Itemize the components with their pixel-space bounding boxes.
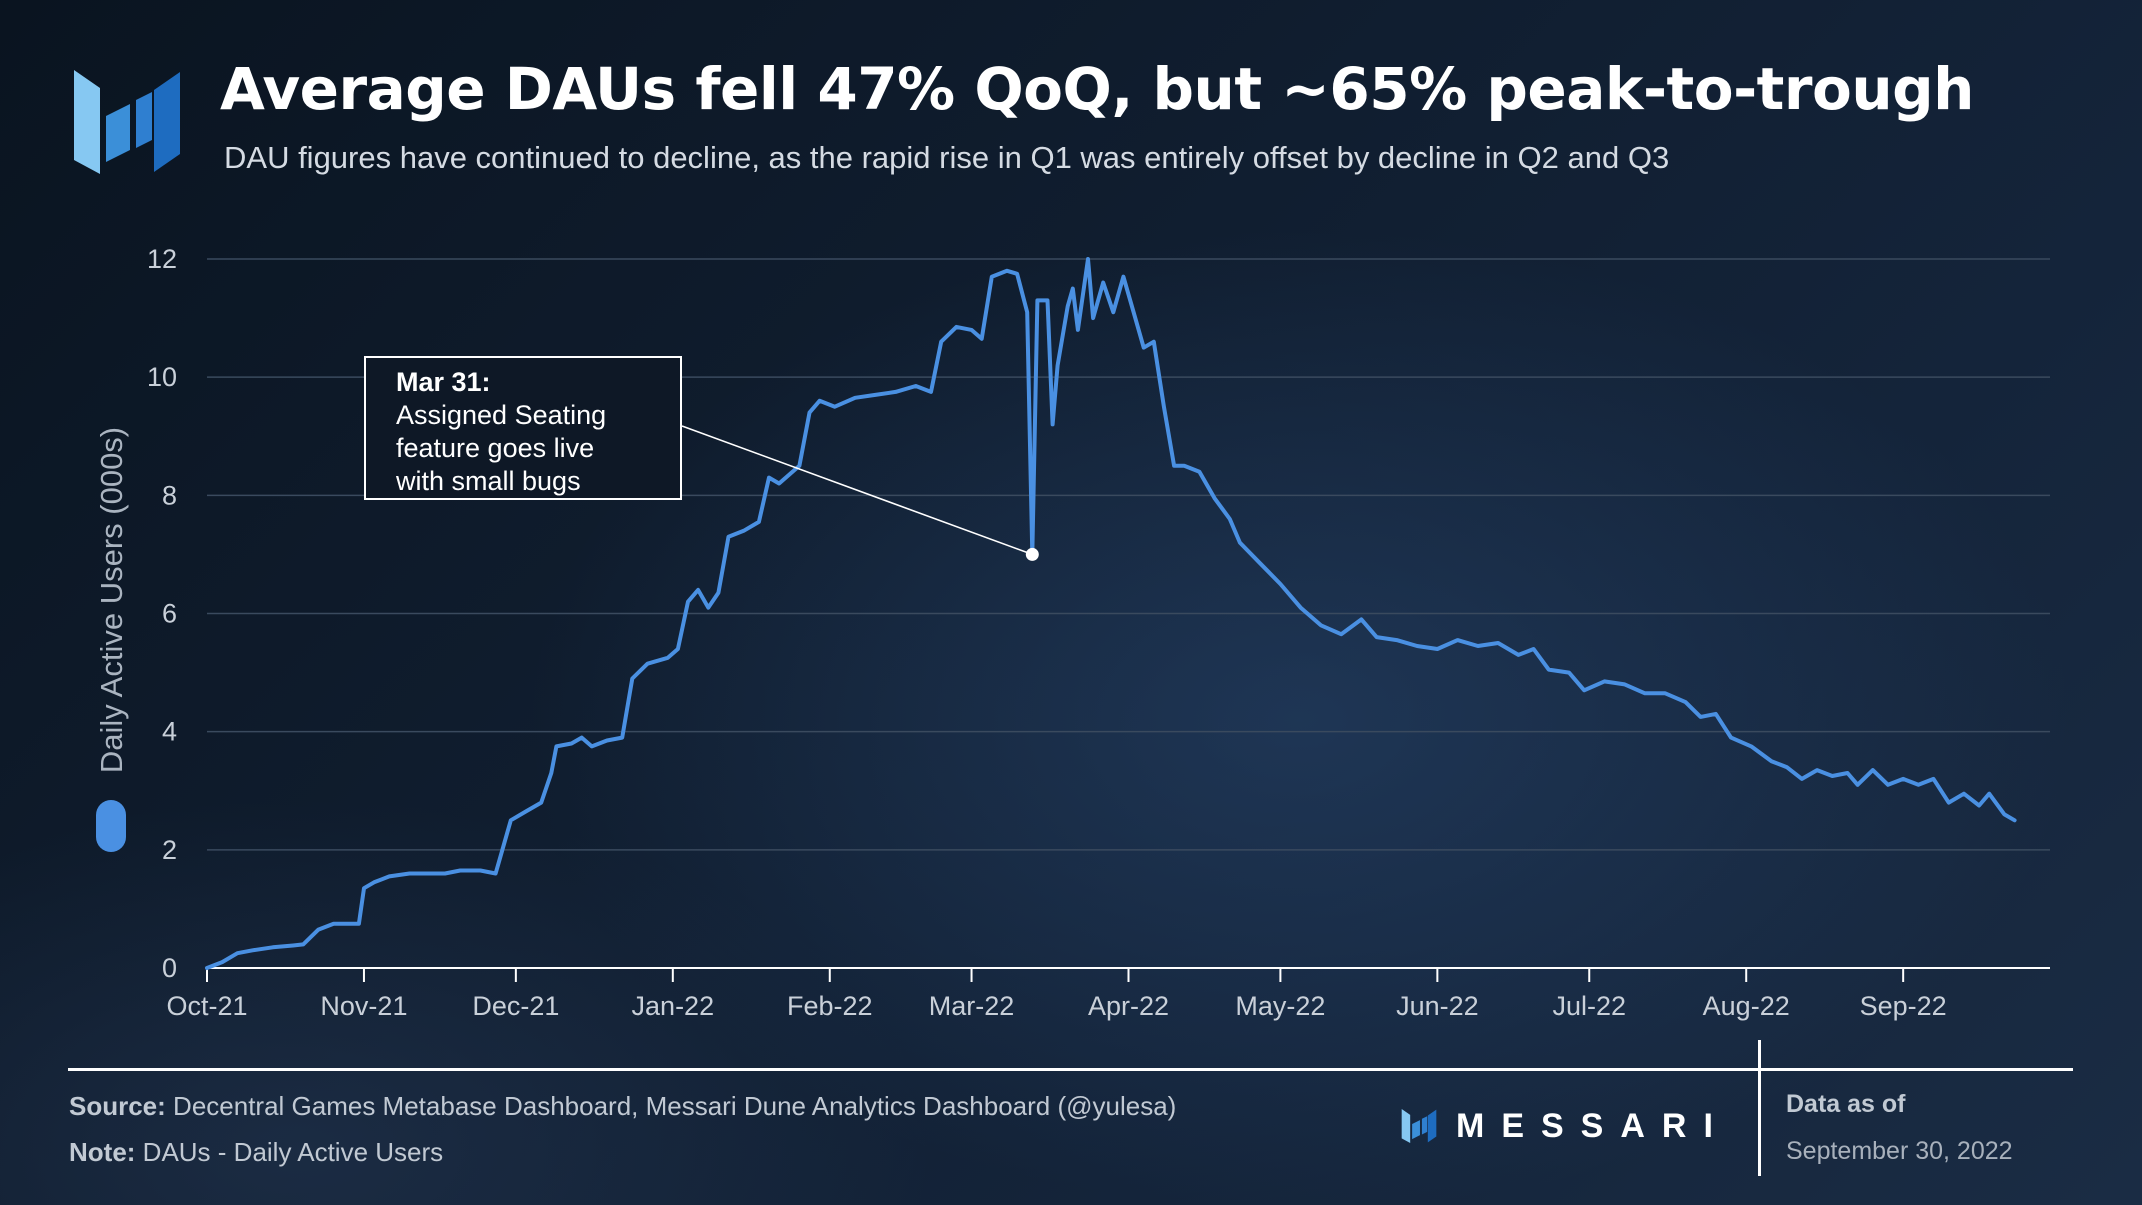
note-text: DAUs - Daily Active Users — [135, 1137, 444, 1167]
y-tick-label: 6 — [162, 599, 177, 629]
footer-divider-line — [68, 1068, 2073, 1071]
y-tick-label: 12 — [147, 244, 177, 274]
x-tick-label: Jan-22 — [632, 991, 715, 1021]
note-label: Note: — [69, 1137, 136, 1167]
y-tick-label: 0 — [162, 953, 177, 983]
chart-subtitle: DAU figures have continued to decline, a… — [224, 140, 1670, 175]
source-text: Decentral Games Metabase Dashboard, Mess… — [165, 1091, 1177, 1121]
x-tick-label: Jun-22 — [1396, 991, 1479, 1021]
data-as-of-date: September 30, 2022 — [1786, 1137, 2013, 1165]
chart-title: Average DAUs fell 47% QoQ, but ~65% peak… — [220, 55, 1974, 123]
y-tick-label: 4 — [162, 717, 177, 747]
legend-swatch — [96, 800, 126, 852]
x-axis: Oct-21 Nov-21 Dec-21 Jan-22 Feb-22 Mar-22 Apr-… — [166, 967, 2050, 1021]
messari-m-icon — [1401, 1109, 1437, 1143]
grid-lines: 0 2 4 6 8 10 12 — [147, 244, 2050, 983]
x-tick-label: Apr-22 — [1088, 991, 1169, 1021]
annotation-text: Assigned Seating feature goes live with … — [396, 400, 607, 496]
x-tick-label: Mar-22 — [929, 991, 1015, 1021]
x-tick-label: Aug-22 — [1703, 991, 1790, 1021]
footer-vertical-divider — [1758, 1040, 1761, 1176]
series-line — [205, 257, 2017, 970]
note-row: Note: DAUs - Daily Active Users — [69, 1137, 443, 1168]
data-as-of-label: Data as of — [1786, 1090, 1906, 1118]
messari-logo-icon — [74, 70, 180, 174]
annotation-layer — [681, 425, 1039, 561]
annotation-marker — [1025, 547, 1039, 561]
messari-brand: MESSARI — [1400, 1106, 1730, 1146]
x-tick-label: Dec-21 — [472, 991, 559, 1021]
x-tick-label: Nov-21 — [320, 991, 407, 1021]
messari-wordmark: MESSARI — [1456, 1106, 1730, 1145]
x-tick-label: Feb-22 — [787, 991, 873, 1021]
y-tick-label: 10 — [147, 362, 177, 392]
x-tick-label: Oct-21 — [166, 991, 247, 1021]
annotation-leader-line — [681, 425, 1033, 556]
source-label: Source: — [69, 1091, 166, 1121]
y-tick-label: 8 — [162, 480, 177, 510]
source-row: Source: Decentral Games Metabase Dashboa… — [69, 1091, 1176, 1122]
annotation-date: Mar 31: — [396, 367, 491, 397]
x-tick-label: May-22 — [1235, 991, 1325, 1021]
x-tick-label: Jul-22 — [1552, 991, 1626, 1021]
annotation-box: Mar 31: Assigned Seating feature goes li… — [364, 356, 682, 500]
y-axis-label: Daily Active Users (000s) — [94, 426, 129, 774]
y-tick-label: 2 — [162, 835, 177, 865]
series-layer — [205, 257, 2017, 970]
x-tick-label: Sep-22 — [1860, 991, 1947, 1021]
